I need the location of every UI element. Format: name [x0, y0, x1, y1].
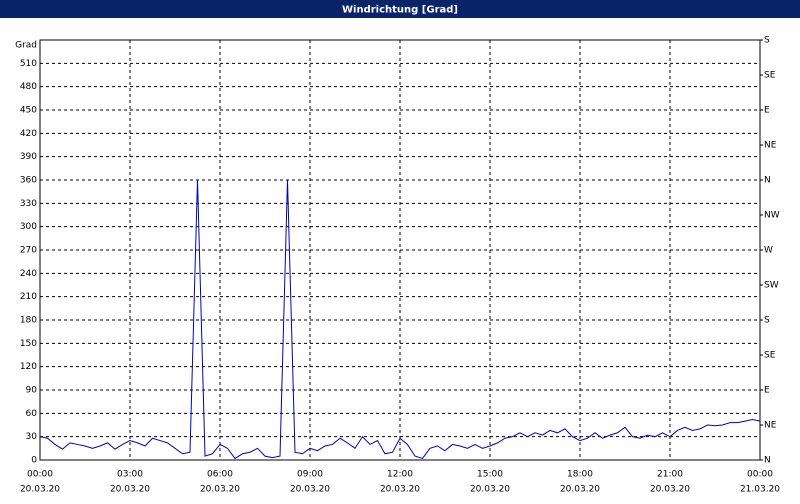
y-tick-label: 120 — [20, 362, 37, 372]
x-tick-date: 20.03.20 — [290, 485, 330, 495]
y-tick-label: 330 — [20, 199, 37, 209]
x-tick-date: 20.03.20 — [20, 485, 60, 495]
data-line — [39, 179, 761, 460]
y2-tick-label: NE — [764, 141, 777, 151]
x-tick-date: 20.03.20 — [380, 485, 420, 495]
y-tick-label: 210 — [20, 292, 37, 302]
y-tick-label: 240 — [20, 269, 37, 279]
y-tick-label: 60 — [26, 409, 38, 419]
y2-tick-label: N — [764, 456, 771, 466]
y-tick-label: 480 — [20, 82, 37, 92]
y-unit: Grad — [15, 41, 37, 51]
x-tick-date: 20.03.20 — [470, 485, 510, 495]
y2-tick-label: SE — [764, 351, 776, 361]
y2-tick-label: E — [764, 386, 770, 396]
y-tick-label: 180 — [20, 316, 37, 326]
y-tick-label: 420 — [20, 129, 37, 139]
title-bar — [0, 0, 800, 18]
y-tick-label: 0 — [31, 456, 37, 466]
y-tick-label: 90 — [26, 386, 38, 396]
y2-tick-label: N — [764, 176, 771, 186]
y-tick-label: 300 — [20, 222, 37, 232]
x-tick-date: 20.03.20 — [200, 485, 240, 495]
x-tick-label: 21:00 — [657, 470, 683, 480]
y2-tick-label: E — [764, 106, 770, 116]
x-tick-date: 21.03.20 — [740, 485, 780, 495]
y-tick-label: 390 — [20, 152, 37, 162]
y-tick-label: 360 — [20, 176, 37, 186]
y2-tick-label: S — [764, 316, 770, 326]
x-tick-label: 12:00 — [387, 470, 413, 480]
y-tick-label: 270 — [20, 246, 37, 256]
y2-tick-label: NE — [764, 421, 777, 431]
x-tick-label: 18:00 — [567, 470, 593, 480]
window-title: Windrichtung [Grad] — [342, 5, 458, 16]
x-tick-date: 20.03.20 — [650, 485, 690, 495]
x-tick-label: 03:00 — [117, 470, 143, 480]
y2-tick-label: NW — [764, 211, 780, 221]
y2-tick-label: SW — [764, 281, 779, 291]
x-tick-label: 15:00 — [477, 470, 503, 480]
y-tick-label: 510 — [20, 59, 37, 69]
x-tick-label: 06:00 — [207, 470, 233, 480]
plot-border — [39, 39, 761, 461]
y-tick-label: 30 — [26, 432, 38, 442]
y2-tick-label: SE — [764, 71, 776, 81]
y2-tick-label: S — [764, 36, 770, 46]
y-tick-label: 150 — [20, 339, 37, 349]
x-tick-date: 20.03.20 — [110, 485, 150, 495]
x-tick-label: 00:00 — [27, 470, 53, 480]
y2-tick-label: W — [764, 246, 773, 256]
x-tick-label: 09:00 — [297, 470, 323, 480]
x-tick-label: 00:00 — [747, 470, 773, 480]
x-tick-date: 20.03.20 — [560, 485, 600, 495]
y-tick-label: 450 — [20, 106, 37, 116]
